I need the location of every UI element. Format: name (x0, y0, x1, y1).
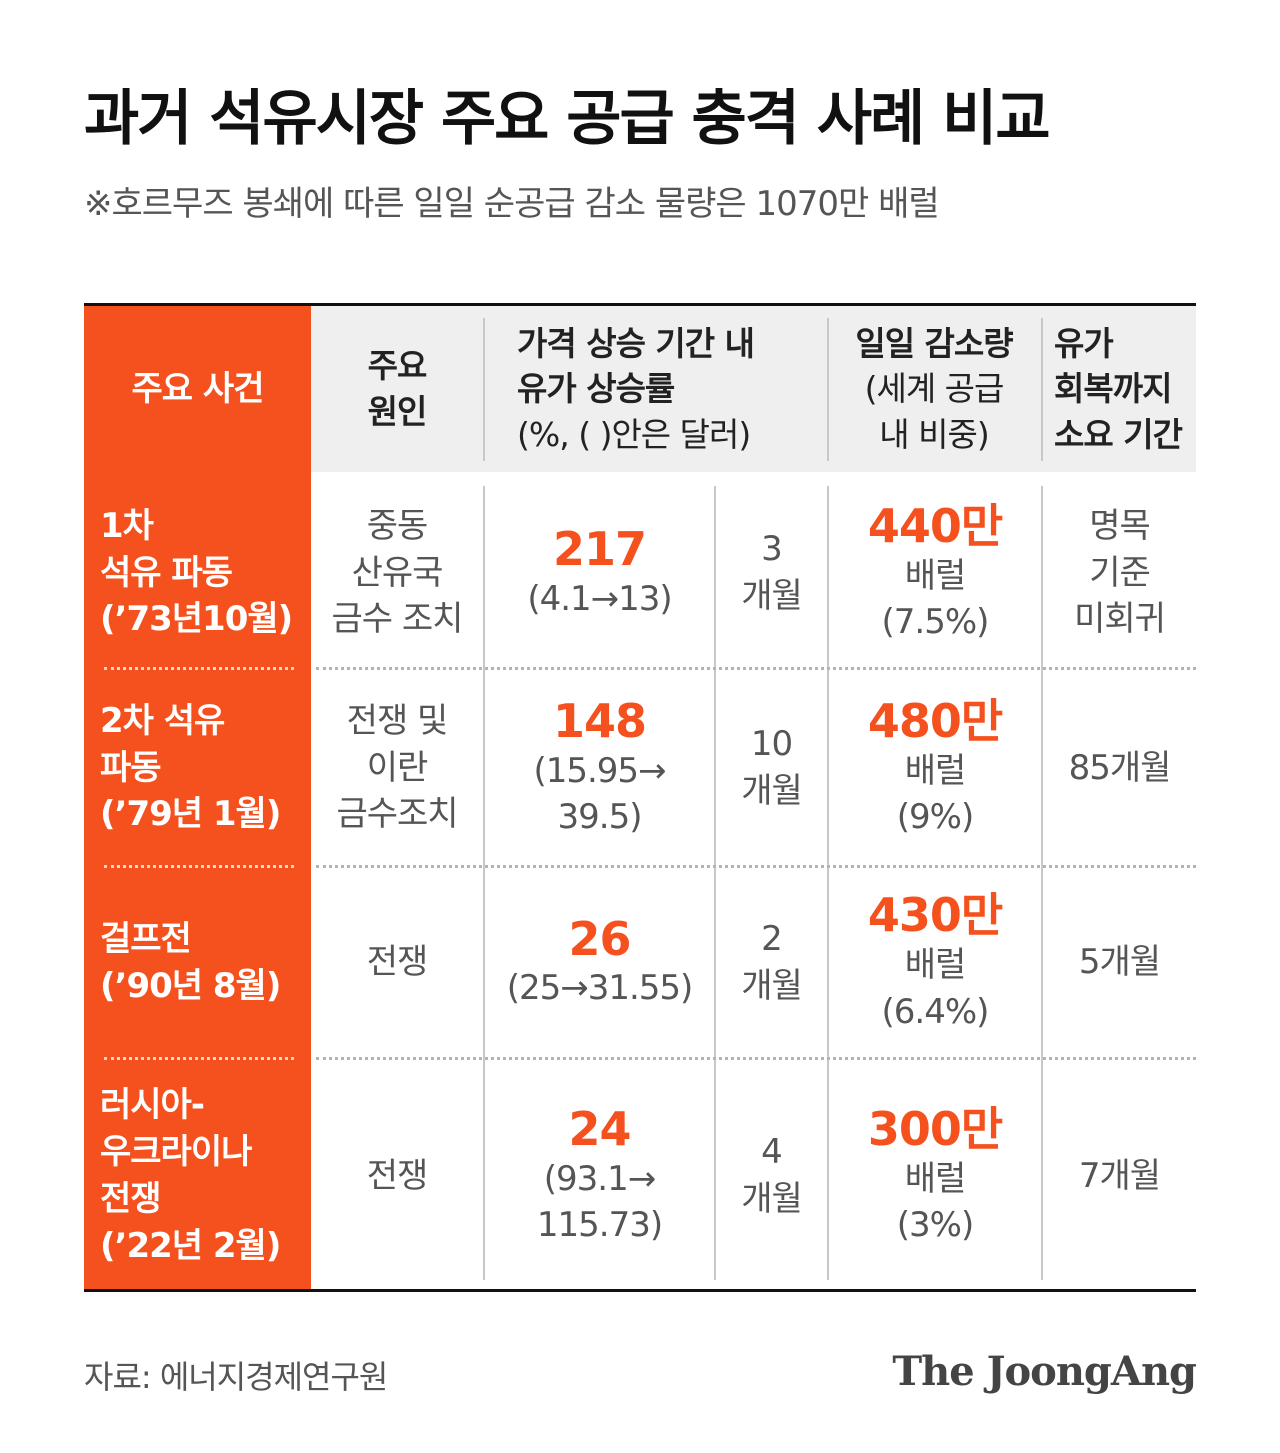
header-background (311, 306, 1196, 472)
header-divider (483, 318, 485, 461)
header-decrease: 일일 감소량 (세계 공급 내 비중) (855, 323, 1013, 454)
recovery-2022: 7개월 (1078, 1155, 1161, 1196)
period-1990: 2 개월 (741, 918, 803, 1006)
rate-1973: 217 (4.1→13) (527, 522, 672, 619)
cause-2022: 전쟁 (366, 1155, 429, 1196)
header-cause: 주요 원인 (367, 346, 428, 431)
event-column-background (84, 303, 311, 1290)
rate-2022: 24 (93.1→ 115.73) (536, 1101, 663, 1246)
decrease-1979: 480만 배럴 (9%) (867, 693, 1003, 838)
row-divider (104, 1057, 294, 1060)
column-divider (1041, 486, 1043, 1280)
event-1979: 2차 석유 파동 (’79년 1월) (100, 700, 281, 835)
recovery-1990: 5개월 (1078, 942, 1161, 983)
column-divider (483, 486, 485, 1280)
recovery-1973: 명목 기준 미회귀 (1074, 505, 1166, 640)
source-note: 자료: 에너지경제연구원 (84, 1358, 388, 1396)
period-1973: 3 개월 (741, 529, 803, 616)
comparison-table: 주요 사건 주요 원인 가격 상승 기간 내 유가 상승률 (%, ( )안은 … (84, 303, 1196, 1292)
page-subtitle: ※호르무즈 봉쇄에 따른 일일 순공급 감소 물량은 1070만 배럴 (84, 184, 940, 224)
page-title: 과거 석유시장 주요 공급 충격 사례 비교 (84, 84, 1051, 154)
decrease-2022: 300만 배럴 (3%) (867, 1101, 1003, 1246)
cause-1979: 전쟁 및 이란 금수조치 (336, 700, 458, 835)
row-divider (316, 1057, 1196, 1060)
cause-1973: 중동 산유국 금수 조치 (331, 505, 464, 640)
period-2022: 4 개월 (741, 1132, 803, 1219)
publisher-logo: The JoongAng (892, 1348, 1197, 1395)
decrease-1973: 440만 배럴 (7.5%) (867, 498, 1003, 643)
row-divider (104, 667, 294, 670)
column-divider (714, 486, 716, 1280)
header-divider (1041, 318, 1043, 461)
row-divider (316, 667, 1196, 670)
header-divider (827, 318, 829, 461)
recovery-1979: 85개월 (1068, 747, 1172, 788)
event-1973: 1차 석유 파동 (’73년10월) (100, 505, 293, 640)
rate-1990: 26 (25→31.55) (506, 911, 694, 1009)
header-event: 주요 사건 (131, 368, 265, 409)
decrease-1990: 430만 배럴 (6.4%) (867, 888, 1003, 1032)
row-divider (104, 865, 294, 868)
cause-1990: 전쟁 (366, 942, 429, 983)
header-recovery: 유가 회복까지 소요 기간 (1054, 323, 1183, 454)
row-divider (316, 865, 1196, 868)
table-top-rule (84, 303, 1196, 306)
table-bottom-rule (84, 1289, 1196, 1292)
period-1979: 10 개월 (741, 724, 803, 811)
event-2022: 러시아- 우크라이나 전쟁 (’22년 2월) (100, 1085, 281, 1266)
rate-1979: 148 (15.95→ 39.5) (533, 693, 666, 838)
event-1990: 걸프전 (’90년 8월) (100, 918, 281, 1006)
header-rate: 가격 상승 기간 내 유가 상승률 (%, ( )안은 달러) (517, 323, 755, 454)
column-divider (827, 486, 829, 1280)
